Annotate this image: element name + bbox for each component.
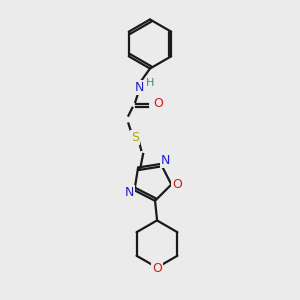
Text: N: N [134, 81, 144, 94]
Text: N: N [125, 186, 134, 199]
Text: H: H [146, 78, 154, 88]
Text: O: O [172, 178, 182, 191]
Text: O: O [153, 98, 163, 110]
Text: O: O [152, 262, 162, 275]
Text: N: N [161, 154, 170, 167]
Text: S: S [131, 131, 139, 144]
